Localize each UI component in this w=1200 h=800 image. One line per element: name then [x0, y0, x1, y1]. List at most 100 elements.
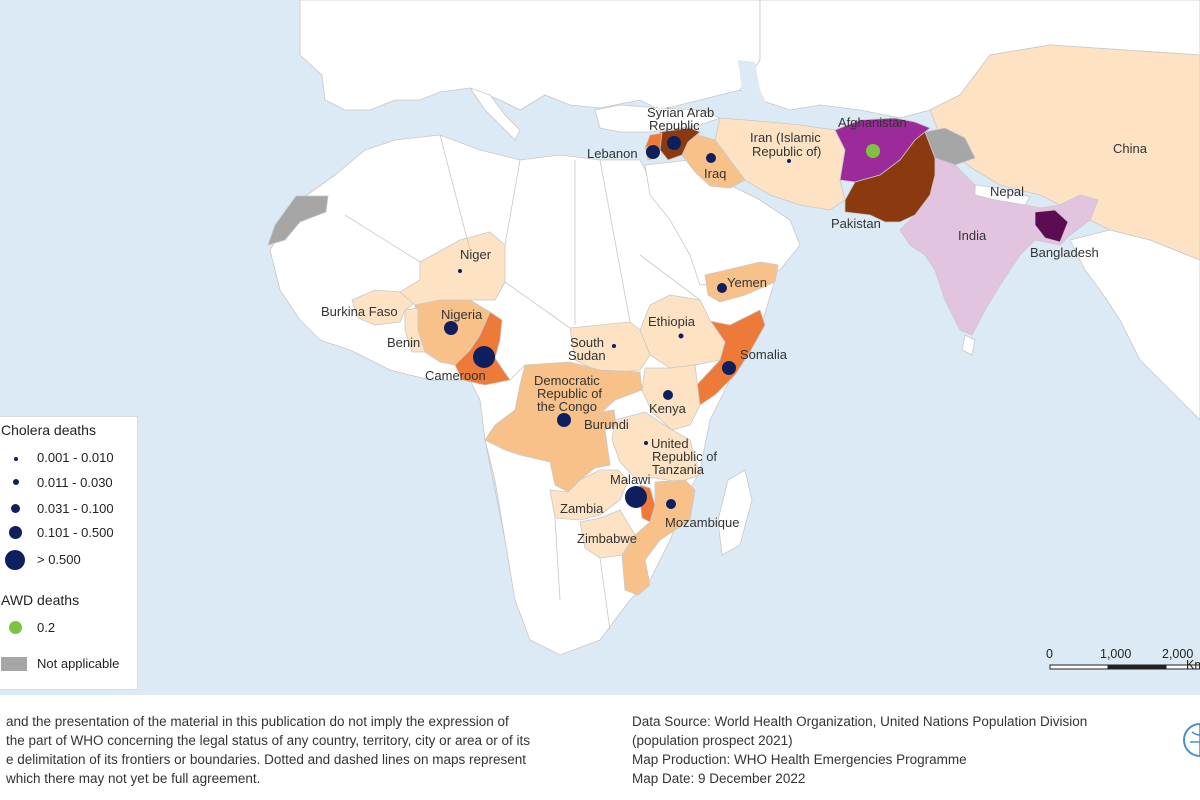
cholera-marker-iran [787, 159, 791, 163]
label-syria-2: Republic [649, 118, 700, 133]
label-mozambique: Mozambique [665, 515, 739, 530]
scale-bar [1049, 664, 1200, 670]
cholera-marker-niger [458, 269, 462, 273]
legend-class-5: > 0.500 [37, 552, 81, 567]
caspian-sea [738, 60, 770, 122]
label-zimbabwe: Zimbabwe [577, 531, 637, 546]
legend-dot-1 [14, 457, 18, 461]
country-zambia [549, 469, 629, 521]
label-lebanon: Lebanon [587, 146, 638, 161]
country-benin [404, 307, 426, 353]
label-drc-1: Democratic [534, 373, 600, 388]
cholera-marker-syria [667, 136, 681, 150]
label-ethiopia: Ethiopia [648, 314, 696, 329]
disclaimer-line-4: which there may not yet be full agreemen… [6, 771, 261, 786]
label-iraq: Iraq [704, 166, 726, 181]
land-madagascar [717, 469, 753, 556]
label-burundi: Burundi [584, 417, 629, 432]
legend-dot-2 [13, 479, 19, 485]
country-pakistan [844, 131, 936, 223]
label-iran-1: Iran (Islamic [750, 130, 821, 145]
legend-na-label: Not applicable [37, 656, 120, 671]
cholera-marker-kenya [663, 390, 673, 400]
country-bangladesh [1034, 209, 1069, 243]
legend-class-2: 0.011 - 0.030 [37, 475, 113, 490]
scale-tick-0: 0 [1046, 647, 1053, 661]
land-turkey [594, 104, 722, 133]
legend-class-1: 0.001 - 0.010 [37, 450, 114, 465]
label-afghanistan: Afghanistan [838, 115, 907, 130]
label-bangladesh: Bangladesh [1030, 245, 1099, 260]
source-line-4: Map Date: 9 December 2022 [632, 771, 806, 786]
label-south-sudan-2: Sudan [568, 348, 606, 363]
scale-tick-2000: 2,000 [1162, 647, 1194, 661]
country-mozambique [621, 479, 696, 596]
label-drc-3: the Congo [537, 399, 597, 414]
country-zimbabwe [579, 509, 636, 559]
label-tanzania-2: Republic of [652, 449, 717, 464]
disclaimer-line-3: e delimitation of its frontiers or bound… [6, 752, 527, 767]
source-info: Data Source: World Health Organization, … [632, 712, 1087, 788]
country-south-sudan [569, 321, 651, 373]
label-south-sudan-1: South [570, 335, 604, 350]
map: Syrian Arab Republic Lebanon Iraq Iran (… [0, 0, 1200, 695]
label-india: India [958, 228, 987, 243]
awd-marker-afghanistan [866, 144, 880, 158]
label-drc-2: Republic of [537, 386, 602, 401]
legend-cholera-title: Cholera deaths [1, 422, 96, 438]
western-sahara [267, 195, 329, 246]
legend-dot-3 [11, 504, 20, 513]
label-burkina-faso: Burkina Faso [321, 304, 398, 319]
legend-dot-5 [5, 550, 25, 570]
legend-dot-4 [9, 526, 22, 539]
cholera-marker-cameroon [473, 346, 495, 368]
disclaimer-line-1: and the presentation of the material in … [6, 714, 509, 729]
legend: Cholera deaths 0.001 - 0.010 0.011 - 0.0… [0, 416, 138, 690]
label-nigeria: Nigeria [441, 307, 483, 322]
legend-na-swatch [1, 657, 27, 671]
cholera-marker-ethiopia [678, 333, 684, 339]
label-tanzania-3: Tanzania [652, 462, 705, 477]
cholera-marker-drc [557, 413, 571, 427]
label-malawi: Malawi [610, 472, 651, 487]
label-pakistan: Pakistan [831, 216, 881, 231]
cholera-marker-south-sudan [612, 344, 616, 348]
cholera-marker-iraq [706, 153, 716, 163]
disclaimer: and the presentation of the material in … [6, 712, 530, 788]
label-nepal: Nepal [990, 184, 1024, 199]
source-line-2: (population prospect 2021) [632, 733, 793, 748]
country-niger [399, 231, 506, 306]
label-benin: Benin [387, 335, 420, 350]
label-zambia: Zambia [560, 501, 604, 516]
land-sri-lanka [961, 334, 976, 356]
cholera-marker-tanzania [644, 441, 648, 445]
cholera-marker-mozambique [666, 499, 676, 509]
disclaimer-line-2: the part of WHO concerning the legal sta… [6, 733, 530, 748]
country-burkina-faso [351, 289, 419, 326]
legend-class-3: 0.031 - 0.100 [37, 501, 114, 516]
label-china: China [1113, 141, 1148, 156]
source-line-3: Map Production: WHO Health Emergencies P… [632, 752, 967, 767]
cholera-marker-lebanon [646, 145, 660, 159]
cholera-marker-malawi [625, 486, 647, 508]
label-kenya: Kenya [649, 401, 687, 416]
label-yemen: Yemen [727, 275, 767, 290]
cholera-marker-yemen [717, 283, 727, 293]
legend-class-4: 0.101 - 0.500 [37, 525, 114, 540]
scale-tick-1000: 1,000 [1100, 647, 1132, 661]
label-syria-1: Syrian Arab [647, 105, 714, 120]
land-italy [468, 87, 521, 141]
cholera-markers [444, 136, 791, 509]
cholera-marker-somalia [722, 361, 736, 375]
scale-unit: Km [1186, 658, 1200, 672]
legend-awd-title: AWD deaths [1, 592, 80, 608]
who-emblem-icon [1183, 723, 1200, 757]
label-somalia: Somalia [740, 347, 788, 362]
legend-awd-value: 0.2 [37, 620, 56, 635]
label-niger: Niger [460, 247, 492, 262]
land-europe [299, 0, 761, 111]
cholera-marker-nigeria [444, 321, 458, 335]
label-tanzania-1: United [651, 436, 689, 451]
source-line-1: Data Source: World Health Organization, … [632, 714, 1088, 729]
border-lines [344, 134, 701, 631]
